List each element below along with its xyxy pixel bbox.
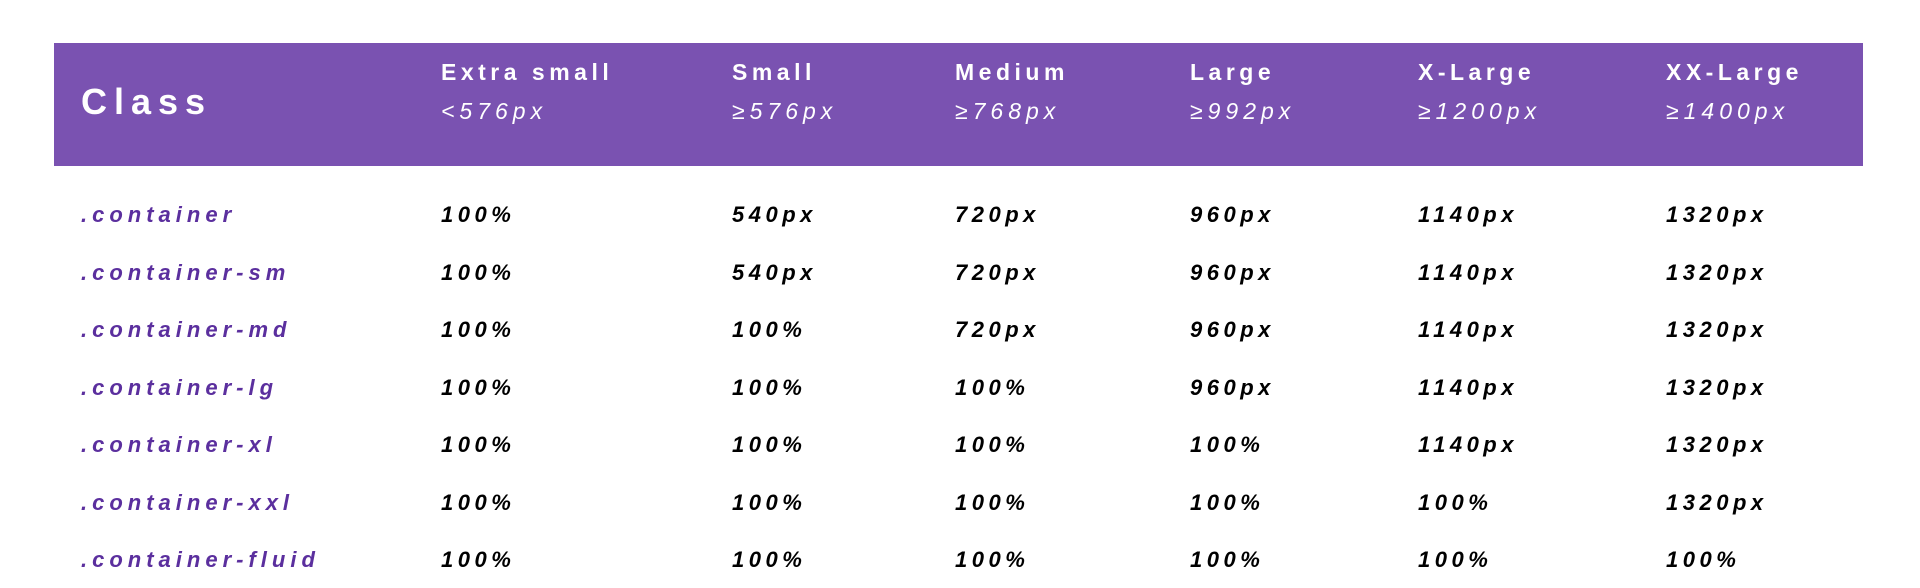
header-column-name: Medium [955, 59, 1069, 85]
class-name: .container [81, 202, 237, 227]
table-cell: 100% [955, 374, 1030, 400]
class-name: .container-xl [81, 432, 277, 457]
class-name: .container-xxl [81, 489, 295, 515]
header-column-name: Large [1190, 59, 1276, 85]
table-cell: 100% [441, 202, 516, 227]
table-cell: 1320px [1666, 317, 1768, 342]
table-cell: 100% [1418, 547, 1493, 572]
table-cell: 1140px [1418, 317, 1518, 342]
header-column-breakpoint: <576px [441, 98, 548, 124]
header-column-name: X-Large [1418, 59, 1536, 85]
header-column-breakpoint: ≥992px [1190, 98, 1296, 124]
table-cell: 100% [955, 432, 1030, 457]
header-column-name: Extra small [441, 59, 614, 85]
table-cell: 960px [1190, 374, 1275, 400]
table-cell: 1320px [1666, 374, 1768, 400]
table-cell: 100% [732, 547, 807, 572]
table-row: .container-xl 100% 100% 100% 100% 1140px 1320p… [54, 416, 1863, 473]
table-row: .container-fluid 100% 100% 100% 100% 100% 100% [54, 531, 1863, 588]
table-cell: 960px [1190, 317, 1275, 342]
table-cell: 100% [441, 547, 516, 572]
table-cell: 100% [441, 259, 516, 285]
header-column-breakpoint: ≥1200px [1418, 98, 1542, 124]
table-cell: 1140px [1418, 259, 1518, 285]
table-cell: 100% [1666, 547, 1741, 572]
table-row: .container-xxl 100% 100% 100% 100% 100% 1320px [54, 474, 1863, 531]
table-row: .container-lg 100% 100% 100% 960px 1140px 1320… [54, 359, 1863, 416]
class-name: .container-lg [81, 374, 279, 400]
table-cell: 100% [732, 489, 807, 515]
table-cell: 100% [441, 432, 516, 457]
table-cell: 100% [955, 547, 1030, 572]
table-row: .container-md 100% 100% 720px 960px 1140px 132… [54, 301, 1863, 358]
table-cell: 100% [1418, 489, 1493, 515]
table-cell: 1320px [1666, 432, 1768, 457]
header-column-breakpoint: ≥576px [732, 98, 838, 124]
table-cell: 100% [441, 374, 516, 400]
table-row: .container 100% 540px 720px 960px 1140px 1320p… [54, 186, 1863, 243]
table-cell: 960px [1190, 259, 1275, 285]
header-column-name: XX-Large [1666, 59, 1803, 85]
header-column-breakpoint: ≥768px [955, 98, 1061, 124]
table-cell: 100% [1190, 432, 1265, 457]
table-cell: 720px [955, 259, 1040, 285]
table-cell: 1320px [1666, 489, 1768, 515]
table-cell: 100% [955, 489, 1030, 515]
table-header: Class Extra small <576px Small ≥576px Medium… [54, 43, 1863, 166]
table-cell: 100% [732, 374, 807, 400]
table-cell: 100% [732, 317, 807, 342]
table-cell: 100% [732, 432, 807, 457]
class-name: .container-md [81, 317, 292, 342]
table-cell: 100% [441, 317, 516, 342]
table-cell: 540px [732, 202, 817, 227]
header-class: Class [81, 81, 213, 122]
table-cell: 720px [955, 317, 1040, 342]
table-cell: 1140px [1418, 202, 1518, 227]
table-cell: 1140px [1418, 374, 1518, 400]
header-column-breakpoint: ≥1400px [1666, 98, 1790, 124]
table-cell: 540px [732, 259, 817, 285]
table-row: .container-sm 100% 540px 720px 960px 1140px 13… [54, 244, 1863, 301]
table-cell: 1320px [1666, 202, 1768, 227]
class-name: .container-fluid [81, 547, 320, 572]
class-name: .container-sm [81, 259, 291, 285]
header-column-name: Small [732, 59, 816, 85]
table-cell: 100% [1190, 547, 1265, 572]
table-cell: 1140px [1418, 432, 1518, 457]
table-cell: 960px [1190, 202, 1275, 227]
table-cell: 720px [955, 202, 1040, 227]
table-cell: 1320px [1666, 259, 1768, 285]
table-cell: 100% [441, 489, 516, 515]
table-cell: 100% [1190, 489, 1265, 515]
